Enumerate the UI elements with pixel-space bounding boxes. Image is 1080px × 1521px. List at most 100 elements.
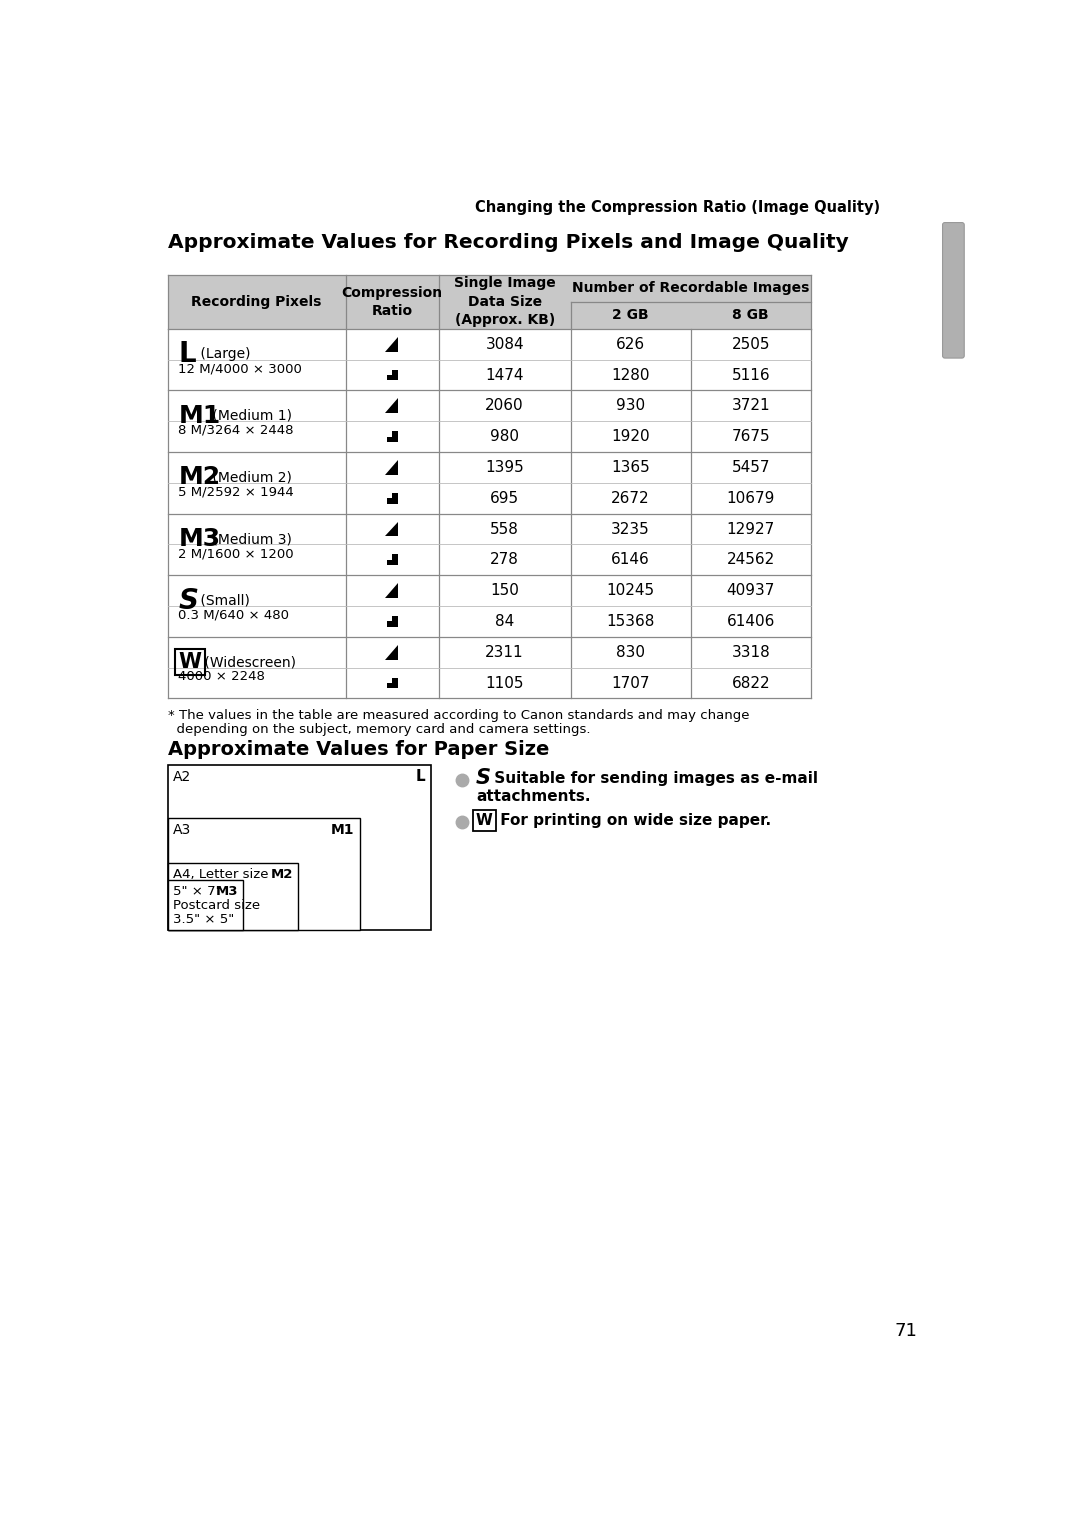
Text: 695: 695 (490, 491, 519, 505)
FancyBboxPatch shape (943, 222, 964, 357)
Text: 2 M/1600 × 1200: 2 M/1600 × 1200 (178, 548, 294, 560)
Text: 7675: 7675 (731, 429, 770, 444)
Polygon shape (386, 645, 397, 660)
Text: A2: A2 (173, 770, 191, 783)
Bar (167, 862, 298, 931)
Text: M3: M3 (178, 528, 220, 551)
Text: 4000 × 2248: 4000 × 2248 (178, 671, 266, 683)
Text: Compression
Ratio: Compression Ratio (341, 286, 443, 318)
Text: 3084: 3084 (485, 336, 524, 351)
Text: 1395: 1395 (485, 459, 524, 475)
Text: 5116: 5116 (731, 368, 770, 382)
Text: (Medium 3): (Medium 3) (207, 532, 292, 546)
Text: 12927: 12927 (727, 522, 774, 537)
Text: 980: 980 (490, 429, 519, 444)
Text: 15368: 15368 (607, 614, 654, 628)
Text: M3: M3 (216, 885, 238, 899)
Text: For printing on wide size paper.: For printing on wide size paper. (495, 814, 771, 829)
Text: Changing the Compression Ratio (Image Quality): Changing the Compression Ratio (Image Qu… (475, 199, 880, 214)
Text: 5 M/2592 × 1944: 5 M/2592 × 1944 (178, 485, 294, 499)
Text: 558: 558 (490, 522, 519, 537)
Polygon shape (387, 432, 397, 443)
Text: Suitable for sending images as e-mail: Suitable for sending images as e-mail (489, 771, 819, 786)
Polygon shape (387, 493, 397, 503)
Text: 6822: 6822 (731, 675, 770, 691)
Text: 10245: 10245 (607, 583, 654, 598)
Text: M2: M2 (178, 465, 220, 490)
Text: 71: 71 (894, 1322, 918, 1340)
Text: 24562: 24562 (727, 552, 774, 567)
Text: 626: 626 (616, 336, 645, 351)
Text: S: S (476, 768, 491, 788)
Text: depending on the subject, memory card and camera settings.: depending on the subject, memory card an… (167, 722, 590, 736)
Polygon shape (386, 399, 397, 414)
Text: 1707: 1707 (611, 675, 650, 691)
Text: 8 GB: 8 GB (732, 309, 769, 322)
Text: 830: 830 (616, 645, 645, 660)
Text: 40937: 40937 (727, 583, 775, 598)
Polygon shape (386, 459, 397, 475)
Text: 150: 150 (490, 583, 519, 598)
Text: 10679: 10679 (727, 491, 775, 505)
Text: 6146: 6146 (611, 552, 650, 567)
Text: L: L (416, 770, 426, 785)
Text: L: L (178, 341, 197, 368)
Text: 278: 278 (490, 552, 519, 567)
Text: (Medium 1): (Medium 1) (207, 409, 292, 423)
Text: W: W (476, 814, 492, 829)
Text: Number of Recordable Images: Number of Recordable Images (572, 281, 809, 295)
Text: 5457: 5457 (731, 459, 770, 475)
Text: (Large): (Large) (197, 347, 251, 360)
Text: 8 M/3264 × 2448: 8 M/3264 × 2448 (178, 424, 294, 437)
Text: M2: M2 (271, 868, 293, 882)
Polygon shape (387, 616, 397, 627)
Text: A4, Letter size: A4, Letter size (173, 868, 269, 882)
Polygon shape (387, 555, 397, 566)
Text: 12 M/4000 × 3000: 12 M/4000 × 3000 (178, 362, 302, 376)
Text: Postcard size: Postcard size (173, 899, 260, 913)
Text: 0.3 M/640 × 480: 0.3 M/640 × 480 (178, 608, 289, 622)
Polygon shape (387, 370, 397, 380)
Text: 5" × 7": 5" × 7" (173, 885, 221, 899)
Text: (Widescreen): (Widescreen) (200, 656, 296, 669)
Text: attachments.: attachments. (476, 789, 591, 805)
Bar (167, 765, 431, 931)
Text: (Medium 2): (Medium 2) (207, 470, 292, 484)
Text: 84: 84 (495, 614, 514, 628)
Text: 1365: 1365 (611, 459, 650, 475)
Text: 61406: 61406 (727, 614, 775, 628)
Polygon shape (386, 583, 397, 598)
Text: A3: A3 (173, 823, 191, 837)
Text: M1: M1 (178, 405, 220, 427)
Bar (167, 879, 243, 931)
Text: Approximate Values for Recording Pixels and Image Quality: Approximate Values for Recording Pixels … (167, 233, 848, 252)
Bar (167, 275, 811, 329)
Text: 2 GB: 2 GB (612, 309, 649, 322)
Text: 1280: 1280 (611, 368, 650, 382)
Text: 3721: 3721 (731, 399, 770, 414)
Polygon shape (386, 336, 397, 351)
Text: 2060: 2060 (485, 399, 524, 414)
Text: (Small): (Small) (197, 593, 251, 607)
Text: Approximate Values for Paper Size: Approximate Values for Paper Size (167, 739, 549, 759)
Text: S: S (178, 587, 199, 614)
Text: 3318: 3318 (731, 645, 770, 660)
Bar (167, 329, 811, 698)
Text: 930: 930 (616, 399, 645, 414)
Text: 1474: 1474 (485, 368, 524, 382)
Text: Recording Pixels: Recording Pixels (191, 295, 322, 309)
Text: 1920: 1920 (611, 429, 650, 444)
Text: 3.5" × 5": 3.5" × 5" (173, 913, 234, 926)
Text: Single Image
Data Size
(Approx. KB): Single Image Data Size (Approx. KB) (454, 277, 555, 327)
Polygon shape (386, 522, 397, 537)
Text: * The values in the table are measured according to Canon standards and may chan: * The values in the table are measured a… (167, 709, 750, 722)
Text: W: W (178, 653, 201, 672)
Text: 1105: 1105 (485, 675, 524, 691)
Text: 2672: 2672 (611, 491, 650, 505)
Text: M1: M1 (330, 823, 354, 837)
Polygon shape (387, 678, 397, 689)
Text: 2505: 2505 (731, 336, 770, 351)
Bar (167, 818, 360, 931)
Text: 3235: 3235 (611, 522, 650, 537)
Text: 2311: 2311 (485, 645, 524, 660)
